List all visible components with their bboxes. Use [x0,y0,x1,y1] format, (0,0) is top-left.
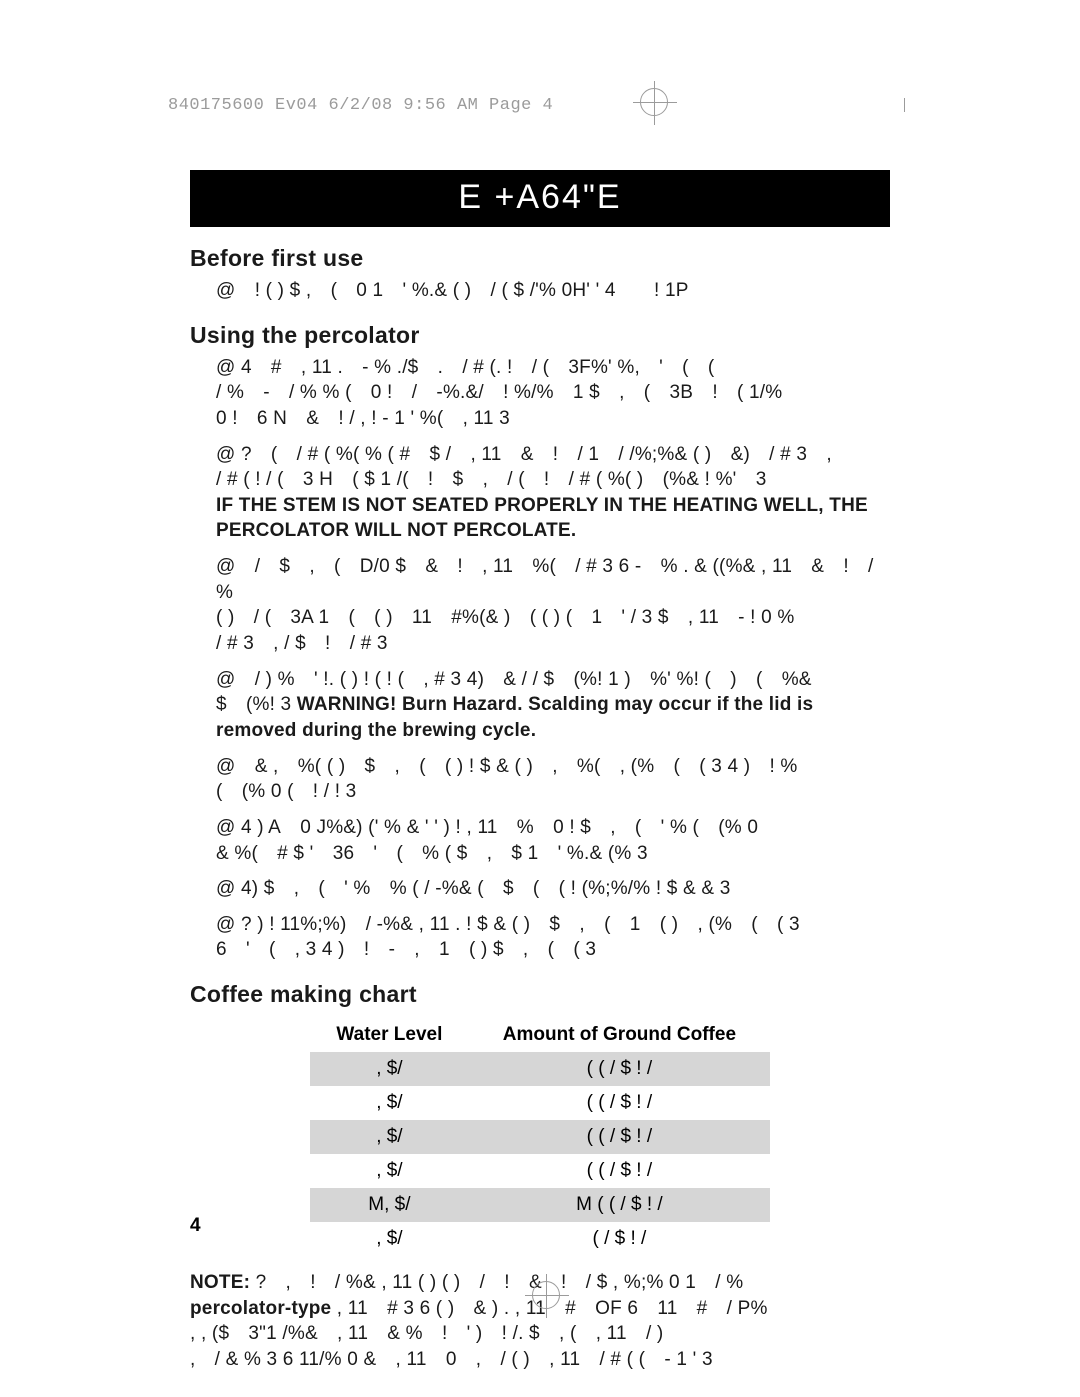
cell-coffee-amount: ( ( / $ ! / [469,1120,770,1154]
cell-water-level: , $/ [310,1086,469,1120]
list-item: @ ? ) ! 11%;%) / -%& , 11 . ! $ & ( ) $ … [190,912,890,963]
page-title-bar: E +A64"E [190,170,890,227]
registration-mark-top [640,88,668,116]
cell-water-level: , $/ [310,1154,469,1188]
list-item-text: @ & , %( ( ) $ , ( ( ) ! $ & ( ) , %( , … [216,756,798,803]
registration-mark-bottom [532,1281,560,1309]
cell-coffee-amount: M ( ( / $ ! / [469,1188,770,1222]
list-item: @ ! ( ) $ , ( 0 1 ' %.& ( ) / ( $ /'% 0H… [190,278,890,304]
table-row: , $/( ( / $ ! / [310,1120,770,1154]
chart-col-water: Water Level [310,1018,469,1052]
cell-coffee-amount: ( ( / $ ! / [469,1154,770,1188]
list-before-first-use: @ ! ( ) $ , ( 0 1 ' %.& ( ) / ( $ /'% 0H… [190,278,890,304]
cell-coffee-amount: ( ( / $ ! / [469,1086,770,1120]
list-item-text: @ 4 ) A 0 J%&) (' % & ' ' ) ! , 11 % 0 !… [216,817,758,864]
page-number: 4 [190,1215,201,1237]
table-row: , $/( ( / $ ! / [310,1154,770,1188]
list-item-text: @ ? ) ! 11%;%) / -%& , 11 . ! $ & ( ) $ … [216,914,800,961]
table-row: , $/( ( / $ ! / [310,1086,770,1120]
list-item-text: @ / $ , ( D/0 $ & ! , 11 %( / # 3 6 - % … [216,556,874,654]
list-item: @ / $ , ( D/0 $ & ! , 11 %( / # 3 6 - % … [190,554,890,657]
list-item: @ 4) $ , ( ' % % ( / -%& ( $ ( ( ! (%;%/… [190,876,890,902]
page-content: E +A64"E Before first use @ ! ( ) $ , ( … [190,170,890,1373]
crop-tick [904,98,905,112]
list-item: @ / ) % ' !. ( ) ! ( ! ( , # 3 4) & / / … [190,667,890,744]
list-item-text: @ ! ( ) $ , ( 0 1 ' %.& ( ) / ( $ /'% 0H… [216,280,689,301]
coffee-making-chart-table: Water Level Amount of Ground Coffee , $/… [310,1018,770,1256]
list-item: @ & , %( ( ) $ , ( ( ) ! $ & ( ) , %( , … [190,754,890,805]
cell-coffee-amount: ( ( / $ ! / [469,1052,770,1086]
cell-water-level: , $/ [310,1120,469,1154]
list-item-text: @ ? ( / # ( %( % ( # $ / , 11 & ! / 1 / … [216,444,868,542]
table-row: , $/( ( / $ ! / [310,1052,770,1086]
list-using-percolator: @ 4 # , 11 . - % ./$ . / # (. ! / ( 3F%'… [190,355,890,963]
cell-water-level: , $/ [310,1052,469,1086]
print-meta-header: 840175600 Ev04 6/2/08 9:56 AM Page 4 [168,96,553,115]
note-body: ? , ! / %& , 11 ( ) ( ) / ! & ! / $ , %;… [190,1272,768,1370]
note-label: NOTE: [190,1272,250,1293]
heading-using-percolator: Using the percolator [190,322,890,349]
table-row: , $/( / $ ! / [310,1222,770,1256]
cell-water-level: M, $/ [310,1188,469,1222]
list-item: @ 4 ) A 0 J%&) (' % & ' ' ) ! , 11 % 0 !… [190,815,890,866]
list-item-text: @ 4) $ , ( ' % % ( / -%& ( $ ( ( ! (%;%/… [216,878,731,899]
cell-water-level: , $/ [310,1222,469,1256]
list-item-text: @ 4 # , 11 . - % ./$ . / # (. ! / ( 3F%'… [216,357,782,429]
heading-coffee-chart: Coffee making chart [190,981,890,1008]
cell-coffee-amount: ( / $ ! / [469,1222,770,1256]
list-item-text: @ / ) % ' !. ( ) ! ( ! ( , # 3 4) & / / … [216,669,813,741]
heading-before-first-use: Before first use [190,245,890,272]
list-item: @ ? ( / # ( %( % ( # $ / , 11 & ! / 1 / … [190,442,890,545]
list-item: @ 4 # , 11 . - % ./$ . / # (. ! / ( 3F%'… [190,355,890,432]
chart-col-amount: Amount of Ground Coffee [469,1018,770,1052]
table-row: M, $/M ( ( / $ ! / [310,1188,770,1222]
